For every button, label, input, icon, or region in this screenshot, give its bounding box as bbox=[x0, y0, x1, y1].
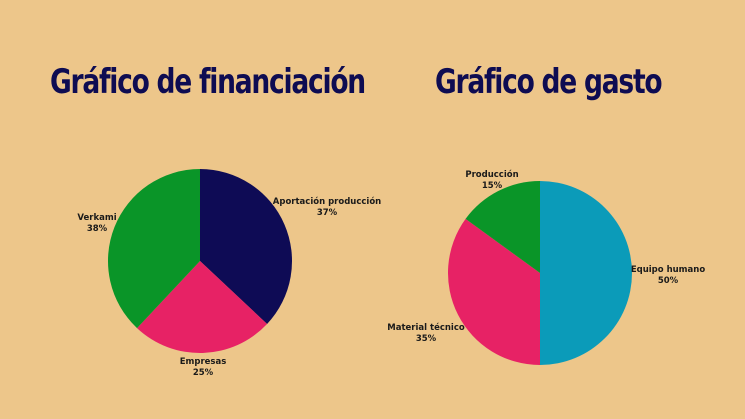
slice-value-material-tecnico: 35% bbox=[416, 334, 437, 344]
pie-slice-verkami bbox=[107, 169, 200, 329]
slice-label-verkami: Verkami bbox=[77, 213, 116, 223]
slice-label-aportacion-produccion: Aportación producción bbox=[273, 196, 381, 207]
slice-label-equipo-humano: Equipo humano bbox=[631, 265, 705, 275]
slice-value-equipo-humano: 50% bbox=[658, 276, 679, 286]
pie-slice-produccion bbox=[465, 181, 540, 273]
slice-value-aportacion-produccion: 37% bbox=[317, 208, 338, 218]
slice-label-empresas: Empresas bbox=[180, 357, 227, 367]
slice-label-produccion: Producción bbox=[465, 169, 518, 180]
pie-slice-aportacion-produccion bbox=[200, 169, 293, 324]
pie-slice-empresas bbox=[137, 261, 268, 354]
chart-title-financiacion: Gráfico de financiación bbox=[50, 62, 366, 102]
chart-title-gasto: Gráfico de gasto bbox=[435, 62, 663, 102]
slice-value-empresas: 25% bbox=[193, 368, 214, 378]
pie-slice-material-tecnico bbox=[447, 218, 540, 365]
pie-slice-equipo-humano bbox=[540, 181, 632, 365]
slice-value-verkami: 38% bbox=[87, 224, 108, 234]
slice-value-produccion: 15% bbox=[482, 181, 503, 191]
slice-label-material-tecnico: Material técnico bbox=[387, 322, 465, 333]
